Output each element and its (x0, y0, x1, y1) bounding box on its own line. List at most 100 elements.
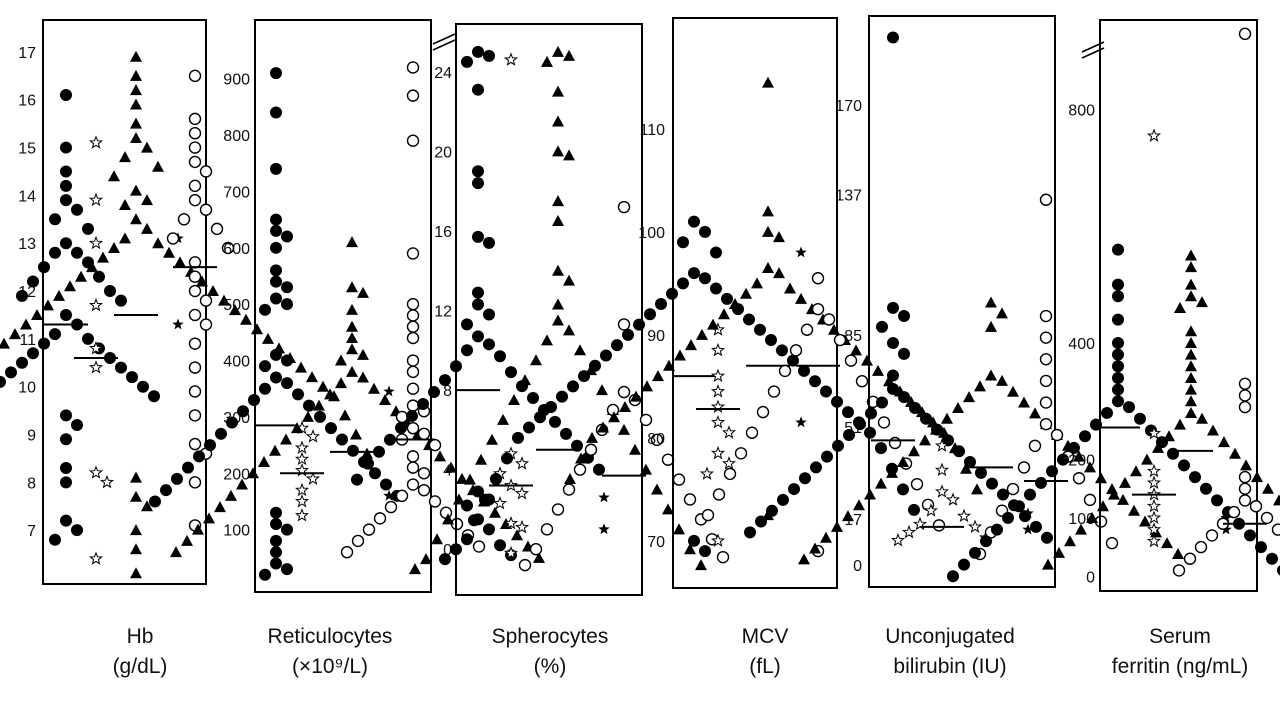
filled-circle-point (395, 421, 407, 434)
filled-triangle-point (784, 282, 796, 294)
filled-circle-point (259, 568, 271, 581)
open-star-point (492, 496, 508, 510)
filled-triangle-point (974, 380, 986, 392)
filled-circle-point (126, 371, 138, 384)
filled-triangle-point (434, 450, 446, 462)
filled-triangle-point (552, 115, 564, 127)
filled-circle-point (270, 292, 282, 305)
filled-circle-point (677, 236, 689, 249)
filled-circle-point (0, 375, 6, 388)
open-circle-point (406, 450, 420, 463)
filled-circle-point (887, 337, 899, 350)
filled-circle-point (688, 267, 700, 280)
panel-2-frame (254, 19, 432, 593)
filled-circle-point (60, 462, 72, 474)
open-circle-point (1039, 193, 1053, 206)
filled-triangle-point (762, 76, 774, 88)
panel-3-title: Spherocytes (%) (440, 622, 660, 682)
filled-circle-point (60, 514, 72, 527)
open-star-point (294, 451, 310, 466)
filled-circle-point (622, 328, 634, 341)
filled-triangle-point (86, 261, 98, 273)
filled-circle-point (115, 294, 127, 307)
filled-circle-point (384, 433, 396, 446)
filled-circle-point (115, 361, 127, 374)
open-circle-point (1238, 27, 1252, 41)
filled-triangle-point (1161, 537, 1173, 549)
filled-triangle-point (541, 334, 553, 346)
open-circle-point (1205, 529, 1219, 542)
filled-triangle-point (971, 483, 983, 495)
open-circle-point (1194, 540, 1208, 554)
filled-circle-point (71, 524, 83, 537)
panel-1-ytick: 14 (18, 188, 36, 205)
panel-3-ytick: 12 (434, 304, 452, 321)
filled-triangle-point (203, 512, 215, 524)
filled-circle-point (799, 472, 811, 485)
filled-triangle-point (886, 466, 898, 478)
filled-circle-point (688, 215, 700, 228)
filled-triangle-point (1073, 450, 1085, 462)
filled-triangle-point (1185, 383, 1197, 395)
filled-circle-point (820, 385, 832, 398)
panel-1-title-line-2: (g/dL) (112, 655, 168, 678)
open-star-point (1146, 128, 1162, 142)
filled-triangle-point (420, 553, 432, 565)
open-circle-point (1039, 374, 1053, 388)
filled-circle-point (600, 349, 612, 362)
open-star-point (710, 533, 726, 547)
filled-star-point (795, 416, 807, 428)
filled-circle-point (270, 557, 282, 570)
filled-triangle-point (262, 332, 274, 344)
open-star-point (305, 429, 321, 443)
filled-circle-point (1112, 371, 1124, 384)
filled-circle-point (975, 466, 987, 479)
filled-triangle-point (229, 304, 241, 316)
filled-triangle-point (130, 524, 142, 536)
filled-triangle-point (641, 380, 653, 392)
open-star-point (294, 482, 310, 497)
filled-circle-point (898, 310, 910, 323)
filled-triangle-point (192, 523, 204, 535)
filled-triangle-point (552, 85, 564, 97)
filled-star-point (383, 385, 395, 397)
filled-circle-point (1167, 447, 1179, 460)
open-circle-point (1028, 439, 1042, 453)
filled-triangle-point (409, 563, 421, 575)
filled-circle-point (1123, 401, 1135, 414)
panel-5-title: Unconjugated bilirubin (IU) (840, 622, 1060, 682)
open-star-point (88, 340, 104, 355)
open-star-point (88, 465, 104, 479)
open-circle-point (188, 284, 202, 298)
filled-triangle-point (740, 287, 752, 299)
filled-circle-point (60, 433, 72, 446)
filled-circle-point (314, 410, 326, 423)
open-star-point (956, 508, 972, 523)
filled-circle-point (182, 461, 194, 474)
open-circle-point (1238, 377, 1252, 390)
filled-circle-point (270, 162, 282, 175)
filled-circle-point (633, 318, 645, 331)
open-circle-point (723, 467, 737, 481)
filled-circle-point (60, 409, 72, 422)
filled-triangle-point (1251, 471, 1263, 483)
filled-circle-point (49, 328, 61, 341)
open-circle-point (683, 493, 697, 506)
filled-triangle-point (486, 433, 498, 445)
open-star-point (294, 508, 310, 522)
filled-triangle-point (207, 285, 219, 297)
open-circle-point (1238, 389, 1252, 402)
open-circle-point (1238, 400, 1252, 414)
open-circle-point (1105, 536, 1119, 550)
filled-circle-point (644, 308, 656, 321)
filled-triangle-point (346, 343, 358, 355)
filled-circle-point (1013, 500, 1025, 513)
filled-circle-point (472, 177, 484, 190)
filled-circle-point (270, 506, 282, 519)
filled-triangle-point (618, 423, 630, 435)
open-circle-point (1039, 309, 1053, 323)
filled-circle-point (193, 450, 205, 463)
filled-triangle-point (563, 324, 575, 336)
panel-6-title-line-1: Serum (1149, 625, 1211, 648)
filled-triangle-point (629, 443, 641, 455)
